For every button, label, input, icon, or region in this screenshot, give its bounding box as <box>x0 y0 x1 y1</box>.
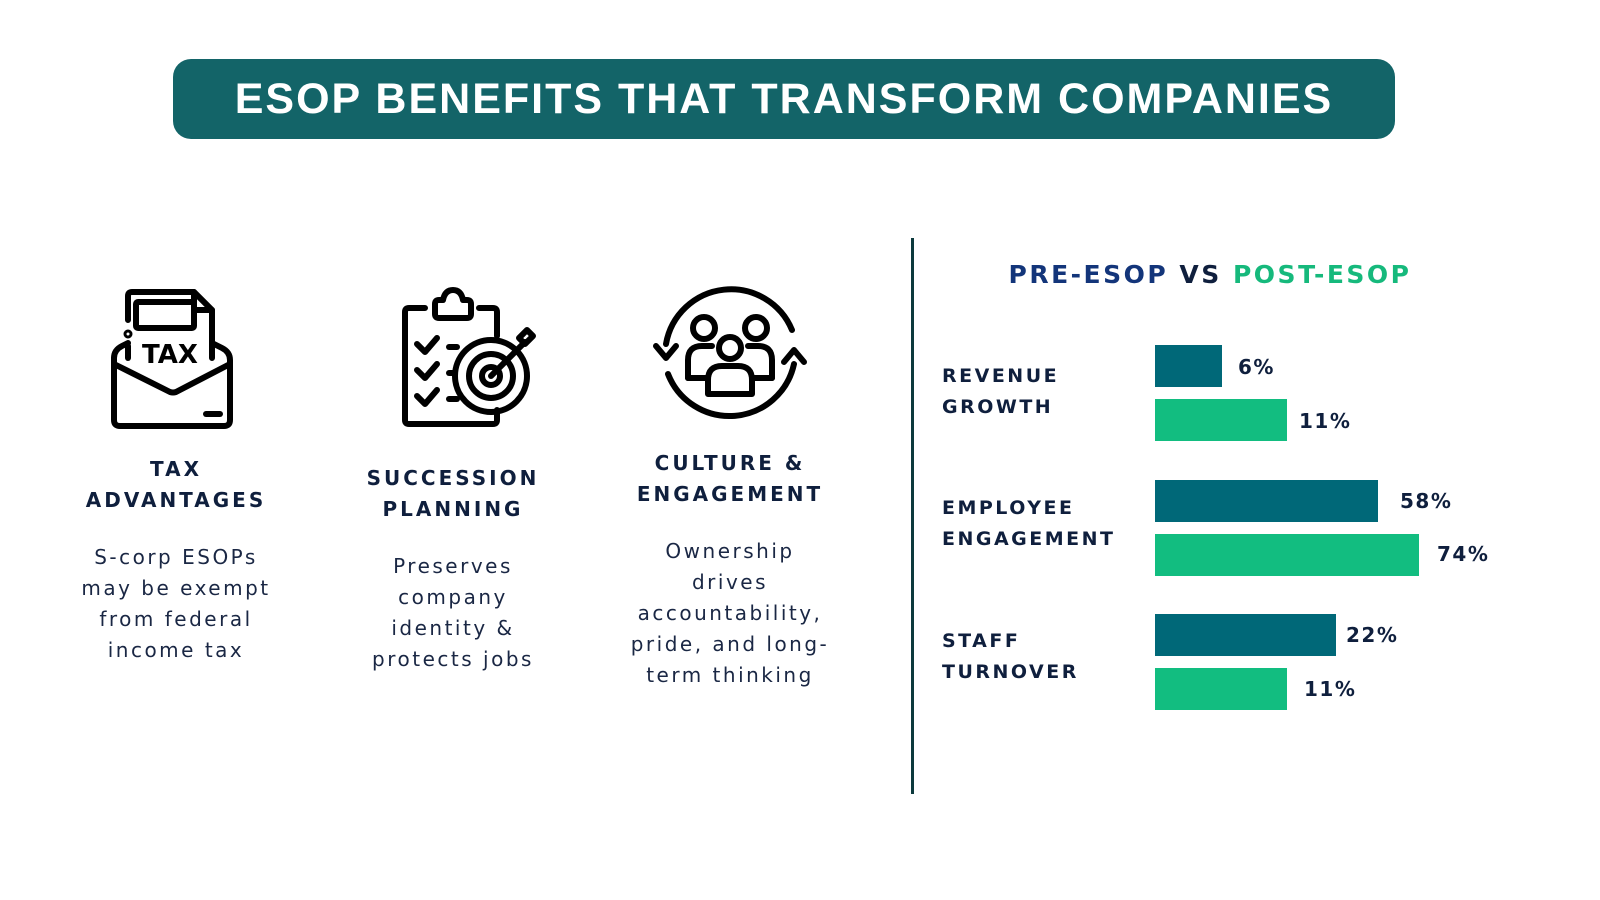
benefit-culture-engagement: CULTURE & ENGAGEMENT Ownership drives ac… <box>600 280 860 700</box>
chart-title: PRE-ESOP VS POST-ESOP <box>940 260 1480 289</box>
metric-label-employee-engagement: EMPLOYEE ENGAGEMENT <box>942 497 1116 550</box>
page-title: ESOP BENEFITS THAT TRANSFORM COMPANIES <box>234 74 1334 123</box>
clipboard-target-icon <box>402 287 536 427</box>
value-pre-employee-engagement: 58% <box>1400 489 1453 513</box>
value-pre-staff-turnover: 22% <box>1346 623 1399 647</box>
value-post-staff-turnover: 11% <box>1304 677 1357 701</box>
benefit-heading: SUCCESSION PLANNING <box>366 466 540 521</box>
bar-pre-staff-turnover <box>1155 614 1336 656</box>
bar-pre-employee-engagement <box>1155 480 1378 522</box>
svg-text:TAX: TAX <box>142 340 198 370</box>
vertical-divider <box>911 238 914 794</box>
value-pre-revenue-growth: 6% <box>1238 355 1275 379</box>
value-post-revenue-growth: 11% <box>1299 409 1352 433</box>
people-cycle-icon <box>653 286 807 420</box>
bar-post-revenue-growth <box>1155 399 1287 441</box>
benefit-heading: TAX ADVANTAGES <box>85 457 267 512</box>
bar-post-employee-engagement <box>1155 534 1419 576</box>
value-post-employee-engagement: 74% <box>1437 542 1490 566</box>
title-banner: ESOP BENEFITS THAT TRANSFORM COMPANIES <box>173 59 1395 139</box>
benefit-succession-planning: SUCCESSION PLANNING Preserves company id… <box>323 280 583 680</box>
benefit-heading: CULTURE & ENGAGEMENT <box>636 451 824 506</box>
legend-post-esop: POST-ESOP <box>1232 260 1412 289</box>
benefit-description: Ownership drives accountability, pride, … <box>630 539 830 687</box>
benefit-tax-advantages: TAX TAX ADVANTAGES S-corp ESOPs may be e… <box>46 280 306 680</box>
bar-post-staff-turnover <box>1155 668 1287 710</box>
chart-title-vs: VS <box>1179 260 1222 289</box>
legend-pre-esop: PRE-ESOP <box>1008 260 1169 289</box>
metric-label-revenue-growth: REVENUE GROWTH <box>942 365 1060 418</box>
metric-label-staff-turnover: STAFF TURNOVER <box>942 630 1079 683</box>
tax-envelope-icon: TAX <box>111 289 233 429</box>
benefit-description: Preserves company identity & protects jo… <box>372 554 534 671</box>
bar-pre-revenue-growth <box>1155 345 1222 387</box>
benefit-description: S-corp ESOPs may be exempt from federal … <box>81 545 271 662</box>
